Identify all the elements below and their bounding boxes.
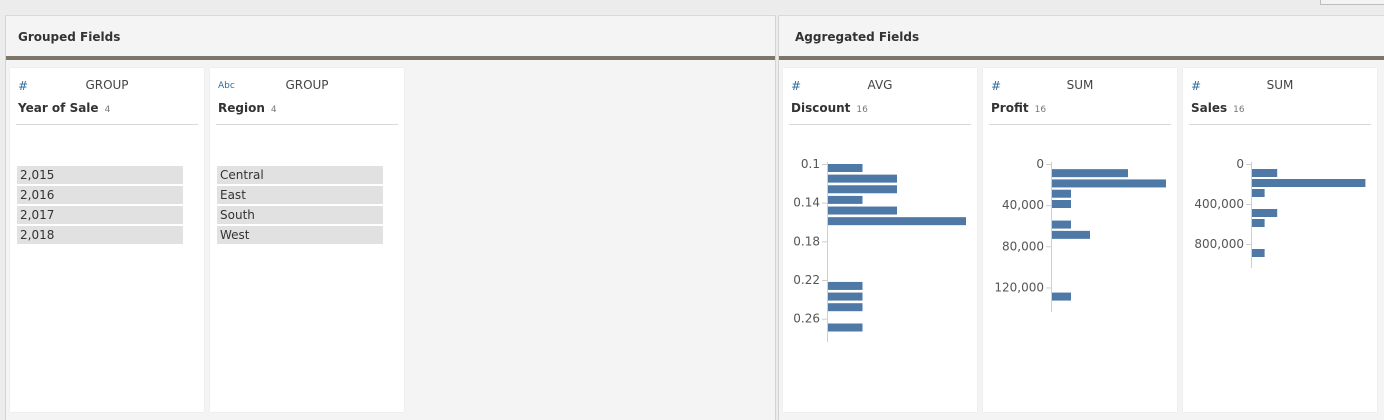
tick-label: 800,000	[1194, 237, 1244, 251]
section-divider	[6, 56, 775, 60]
value-row[interactable]: South	[217, 206, 383, 224]
field-name[interactable]: Sales 16	[1191, 101, 1245, 115]
tick-label: 0.22	[793, 273, 820, 287]
tick-label: 400,000	[1194, 197, 1244, 211]
field-card-discount[interactable]: # AVG Discount 16 0.1 0.14 0.18 0.22 0.26	[783, 68, 977, 412]
field-name-text: Profit	[991, 101, 1029, 115]
histogram-bar	[1052, 200, 1071, 208]
aggregation-label[interactable]: GROUP	[85, 78, 129, 92]
tick-label: 120,000	[994, 280, 1044, 294]
histogram-bar	[1252, 169, 1278, 177]
section-title-grouped: Grouped Fields	[18, 30, 121, 44]
section-title-aggregated: Aggregated Fields	[795, 30, 920, 44]
aggregation-label[interactable]: GROUP	[285, 78, 329, 92]
histogram-bar	[1252, 209, 1278, 217]
field-name-text: Region	[218, 101, 265, 115]
section-divider	[779, 56, 1384, 60]
tick-label: 0	[1036, 157, 1044, 171]
histogram-bar	[1052, 179, 1166, 188]
value-row[interactable]: 2,017	[17, 206, 183, 224]
histogram-bar	[828, 206, 897, 215]
value-row[interactable]: 2,015	[17, 166, 183, 184]
histogram-bar	[828, 323, 863, 332]
number-icon: #	[791, 79, 802, 93]
value-row[interactable]: Central	[217, 166, 383, 184]
tick-label: 80,000	[1002, 239, 1044, 253]
histogram-bar	[828, 185, 897, 194]
histogram-bar	[1052, 189, 1071, 198]
field-count: 16	[1233, 105, 1245, 115]
histogram-bar	[828, 303, 863, 312]
field-card-sales[interactable]: # SUM Sales 16 0 400,000 800,000	[1183, 68, 1377, 412]
histogram-bar	[1252, 249, 1265, 257]
histogram-bar	[828, 281, 863, 290]
field-name[interactable]: Year of Sale 4	[18, 101, 110, 115]
tick-label: 0.1	[801, 157, 820, 171]
histogram-bar	[1252, 179, 1366, 187]
tick-label: 0.26	[793, 312, 820, 326]
histogram-bar	[828, 217, 966, 226]
field-card-year-of-sale[interactable]: # GROUP Year of Sale 4 2,015 2,016 2,017 …	[10, 68, 204, 412]
field-name[interactable]: Profit 16	[991, 101, 1046, 115]
histogram-bar	[1052, 169, 1128, 178]
field-name-text: Discount	[791, 101, 851, 115]
card-header-divider	[989, 124, 1171, 125]
card-header-divider	[216, 124, 398, 125]
aggregation-label[interactable]: AVG	[867, 78, 893, 92]
card-header-divider	[16, 124, 198, 125]
top-strip	[0, 0, 1384, 15]
card-header-divider	[1189, 124, 1371, 125]
card-header-divider	[789, 124, 971, 125]
field-count: 4	[104, 105, 111, 115]
tick-label: 0.18	[793, 234, 820, 248]
number-icon: #	[991, 79, 1002, 93]
field-count: 16	[1034, 105, 1047, 115]
value-row[interactable]: West	[217, 226, 383, 244]
aggregated-fields-section: Aggregated Fields # AVG Discount 16 0.1 0.…	[778, 15, 1384, 420]
histogram-bar	[1252, 189, 1265, 197]
histogram-bar	[1052, 220, 1071, 229]
tick-label: 0.14	[793, 196, 820, 210]
histogram-bar	[828, 174, 897, 183]
histogram-bar	[828, 292, 863, 301]
discount-histogram[interactable]: 0.1 0.14 0.18 0.22 0.26	[783, 68, 977, 412]
sales-histogram[interactable]: 0 400,000 800,000	[1183, 68, 1377, 412]
field-name-text: Sales	[1191, 101, 1228, 115]
tick-label: 0	[1236, 157, 1244, 171]
grouped-fields-section: Grouped Fields # GROUP Year of Sale 4 2,0…	[5, 15, 776, 420]
string-icon: Abc	[218, 81, 235, 91]
field-name[interactable]: Region 4	[218, 101, 277, 115]
field-name-text: Year of Sale	[18, 101, 99, 115]
field-name[interactable]: Discount 16	[791, 101, 868, 115]
tick-label: 40,000	[1002, 198, 1044, 212]
profit-histogram[interactable]: 0 40,000 80,000 120,000	[983, 68, 1177, 412]
number-icon: #	[1191, 79, 1202, 93]
histogram-bar	[828, 164, 863, 172]
aggregation-label[interactable]: SUM	[1266, 78, 1294, 92]
field-count: 16	[856, 105, 868, 115]
top-right-control[interactable]	[1320, 0, 1384, 5]
value-row[interactable]: East	[217, 186, 383, 204]
histogram-bar	[1252, 219, 1265, 227]
field-count: 4	[270, 105, 277, 115]
histogram-bar	[1052, 230, 1090, 239]
value-row[interactable]: 2,018	[17, 226, 183, 244]
value-row[interactable]: 2,016	[17, 186, 183, 204]
number-icon: #	[18, 79, 29, 93]
aggregation-label[interactable]: SUM	[1066, 78, 1094, 92]
histogram-bar	[1052, 292, 1071, 301]
field-card-profit[interactable]: # SUM Profit 16 0 40,000 80,000 120,000	[983, 68, 1177, 412]
histogram-bar	[828, 195, 863, 204]
field-card-region[interactable]: Abc GROUP Region 4 Central East South Wes…	[210, 68, 404, 412]
